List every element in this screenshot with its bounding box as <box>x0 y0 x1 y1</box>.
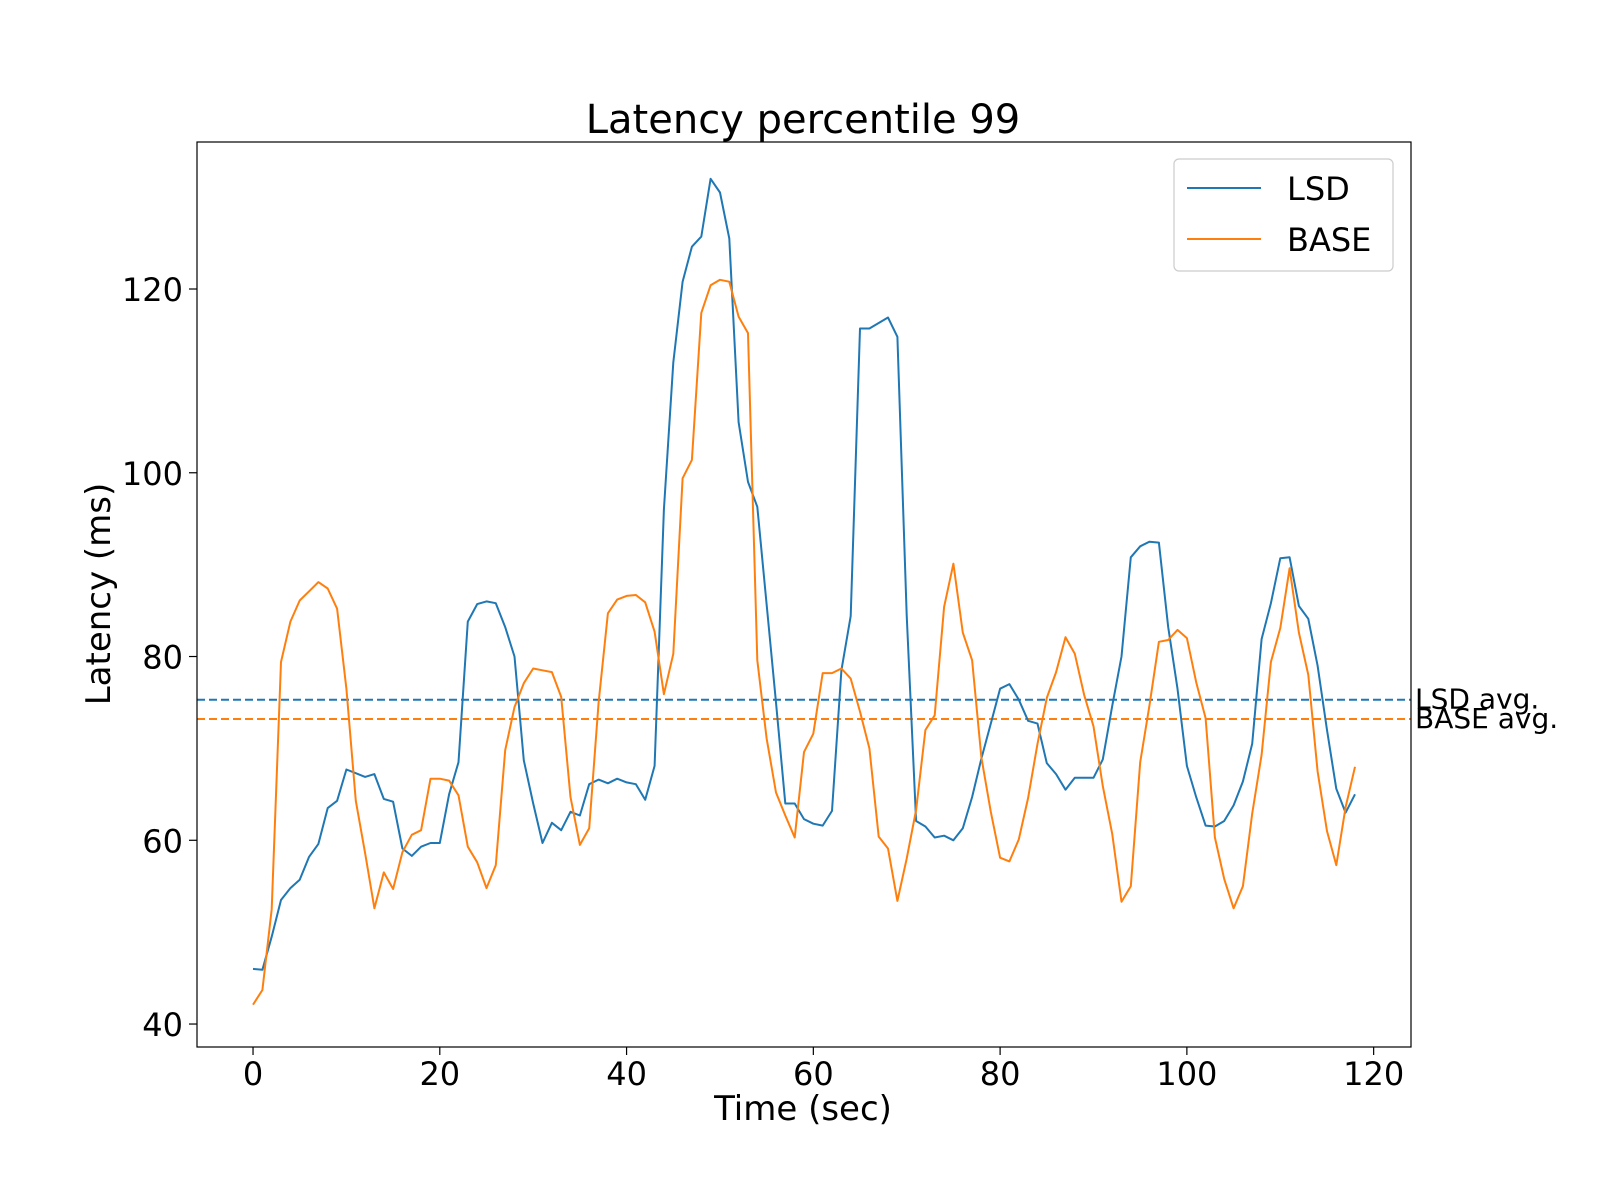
x-tick-label: 40 <box>606 1055 647 1093</box>
y-tick-label: 100 <box>122 455 183 493</box>
reference-line-label: BASE avg. <box>1415 702 1558 735</box>
chart-title: Latency percentile 99 <box>586 97 1020 143</box>
x-axis-label: Time (sec) <box>713 1089 892 1129</box>
x-tick-label: 120 <box>1343 1055 1404 1093</box>
y-tick-label: 80 <box>142 639 183 677</box>
y-tick-label: 120 <box>122 271 183 309</box>
series-line <box>252 278 1356 1006</box>
y-axis-label: Latency (ms) <box>79 483 119 706</box>
legend: LSD BASE <box>1173 158 1394 272</box>
series-line <box>252 177 1356 971</box>
x-tick-label: 80 <box>980 1055 1021 1093</box>
y-tick-label: 40 <box>142 1006 183 1044</box>
legend-label: LSD <box>1287 170 1350 208</box>
y-tick-label: 60 <box>142 822 183 860</box>
reference-line-label: LSD avg. <box>1415 683 1539 716</box>
x-tick-label: 0 <box>243 1055 263 1093</box>
x-tick-label: 20 <box>419 1055 460 1093</box>
x-tick-label: 60 <box>793 1055 834 1093</box>
plot-frame <box>196 141 1412 1048</box>
plot-area: LSD avg.BASE avg. 0 20 40 60 80 100 120 40 60 80 10… <box>122 141 1558 1093</box>
x-tick-label: 100 <box>1156 1055 1217 1093</box>
legend-label: BASE <box>1287 221 1371 259</box>
